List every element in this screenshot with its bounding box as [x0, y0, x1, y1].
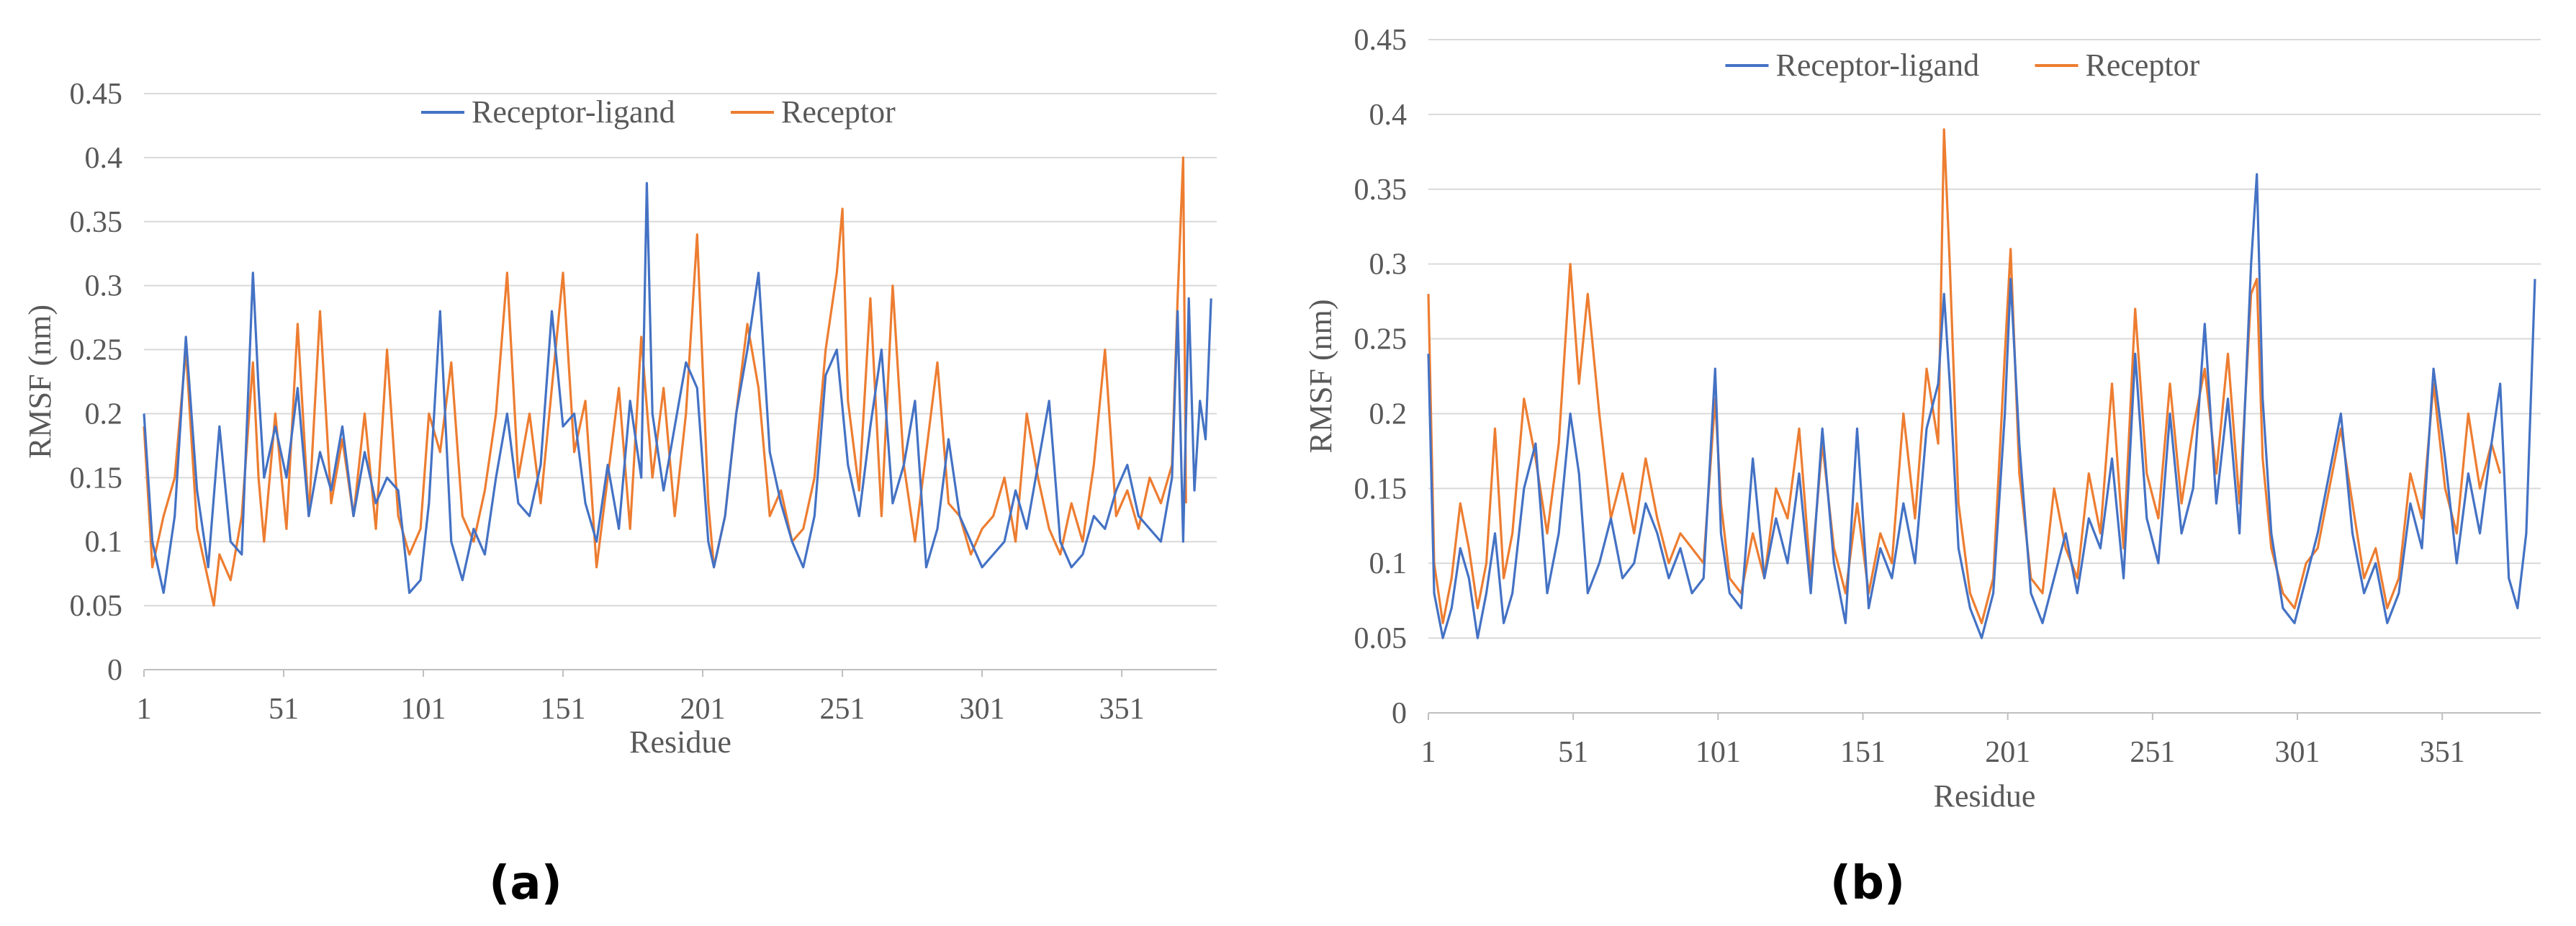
y-tick-label: 0.25: [70, 334, 123, 367]
y-axis-title: RMSF (nm): [1303, 300, 1338, 454]
x-tick-label: 301: [960, 693, 1005, 726]
series-line-receptor: [1427, 128, 2502, 624]
legend-label: Receptor: [2086, 48, 2200, 83]
x-tick-label: 151: [541, 693, 586, 726]
y-tick-label: 0.1: [85, 526, 123, 559]
x-tick-label: 151: [1840, 736, 1886, 769]
legend-label: Receptor: [781, 94, 896, 130]
y-tick-label: 0.25: [1354, 323, 1408, 356]
y-tick-label: 0.45: [70, 78, 123, 111]
y-tick-label: 0.4: [1369, 99, 1408, 132]
y-tick-label: 0.35: [1354, 174, 1408, 207]
rmsf-chart-b: 00.050.10.150.20.250.30.350.40.451 51 101 1…: [1303, 24, 2541, 814]
legend-label: Receptor-ligand: [472, 94, 675, 130]
x-tick-label: 201: [680, 693, 726, 726]
x-tick-label: 101: [401, 693, 446, 726]
x-tick-label: 1: [137, 693, 152, 726]
y-tick-label: 0.3: [1369, 248, 1408, 282]
x-tick-label: 301: [2275, 736, 2320, 769]
x-tick-label: 351: [2420, 736, 2465, 769]
x-tick-label: 51: [1558, 736, 1588, 769]
series-line-receptor-ligand: [1427, 173, 2536, 639]
x-tick-label: 251: [2130, 736, 2175, 769]
y-tick-label: 0.05: [70, 590, 123, 623]
y-tick-label: 0.15: [70, 462, 123, 495]
x-tick-label: 251: [820, 693, 865, 726]
x-tick-label: 51: [269, 693, 299, 726]
y-tick-label: 0.35: [70, 206, 123, 239]
legend-label: Receptor-ligand: [1776, 48, 1980, 83]
x-tick-label: 351: [1099, 693, 1145, 726]
series-line-receptor-ligand: [143, 181, 1212, 594]
y-tick-label: 0: [1392, 697, 1407, 730]
y-tick-label: 0: [107, 654, 122, 687]
panel-label-b: (b): [1829, 857, 1906, 910]
y-axis-title: RMSF (nm): [22, 305, 58, 459]
y-tick-label: 0.05: [1354, 622, 1408, 655]
y-tick-label: 0.3: [85, 270, 123, 303]
x-tick-label: 101: [1695, 736, 1741, 769]
y-tick-label: 0.2: [85, 397, 123, 431]
y-tick-label: 0.4: [85, 142, 123, 175]
panel-label-a: (a): [489, 857, 562, 910]
rmsf-chart-a: 00.050.10.150.20.250.30.350.40.451 51 101 1…: [22, 78, 1217, 760]
chart-panel-b: 0 0.05 0.1 0.15 0.2 0.25 0.3 0.35 0.4 0.45 1 51 101 1…: [1288, 0, 2576, 926]
x-tick-label: 1: [1421, 736, 1436, 769]
chart-panel-a: 0 0.05 0.1 0.15 0.2 0.25 0.3 0.35 0.4 0.45 1 51 101 1…: [22, 78, 1217, 910]
y-tick-label: 0.45: [1354, 24, 1408, 57]
series-line-receptor: [143, 156, 1187, 607]
y-tick-label: 0.15: [1354, 472, 1408, 505]
x-axis-title: Residue: [1934, 778, 2036, 814]
y-tick-label: 0.1: [1369, 547, 1408, 580]
y-tick-label: 0.2: [1369, 397, 1408, 431]
x-tick-label: 201: [1985, 736, 2030, 769]
x-axis-title: Residue: [629, 724, 731, 760]
